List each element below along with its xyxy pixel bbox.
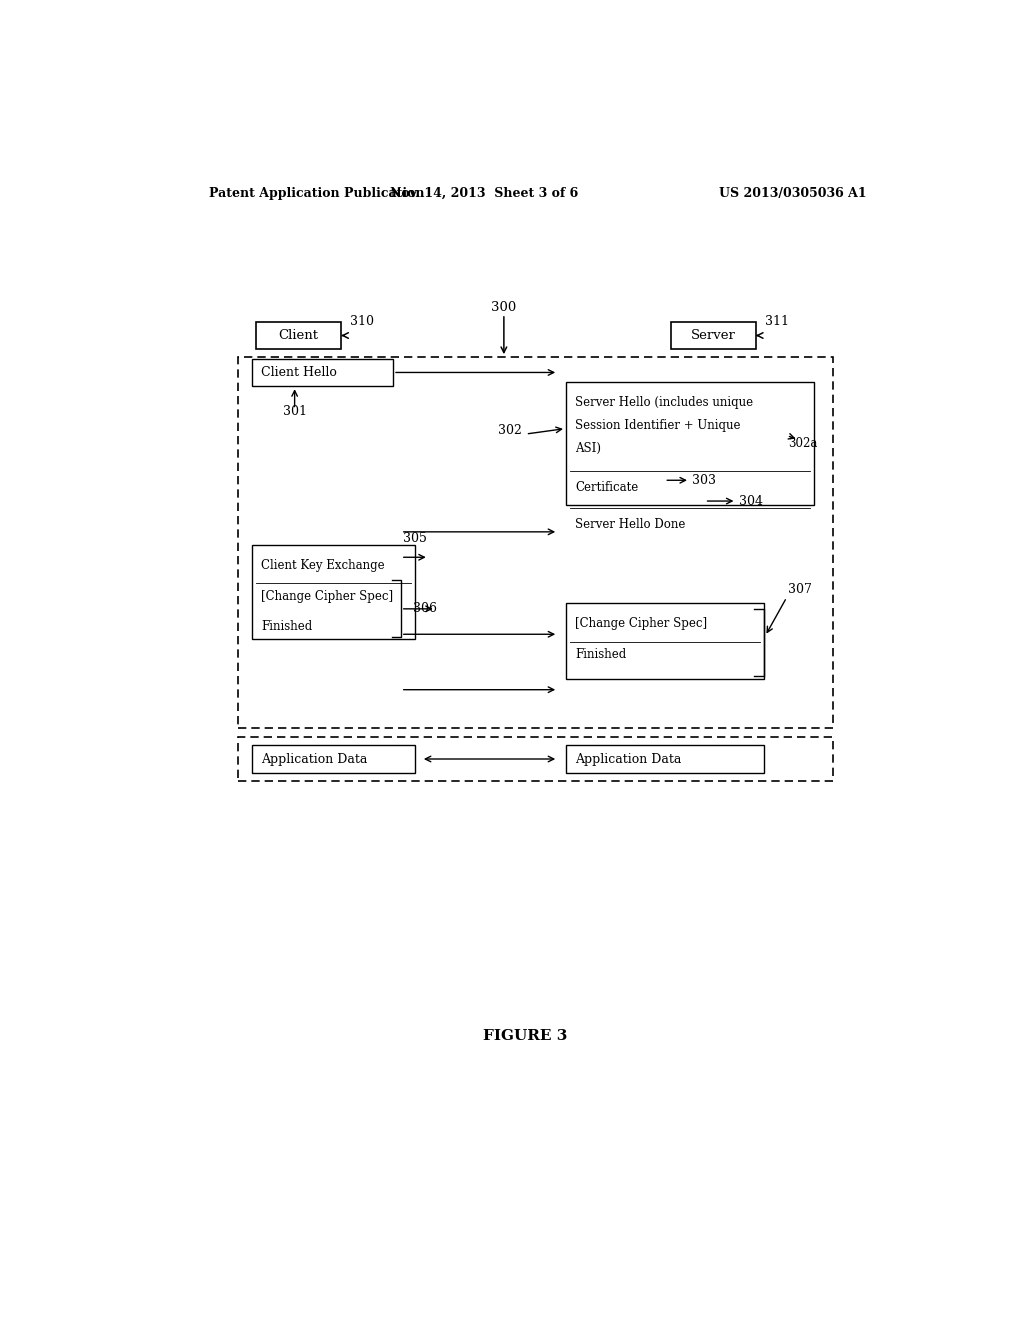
Text: US 2013/0305036 A1: US 2013/0305036 A1: [719, 186, 866, 199]
Text: ASI): ASI): [575, 442, 601, 455]
Text: 304: 304: [738, 495, 763, 508]
FancyBboxPatch shape: [566, 744, 764, 774]
Text: Application Data: Application Data: [575, 752, 682, 766]
Text: FIGURE 3: FIGURE 3: [482, 1030, 567, 1043]
Text: 301: 301: [283, 405, 307, 418]
Text: Finished: Finished: [575, 648, 627, 661]
FancyBboxPatch shape: [252, 545, 415, 639]
Text: Server Hello Done: Server Hello Done: [575, 519, 685, 532]
Text: Server Hello (includes unique: Server Hello (includes unique: [575, 396, 754, 409]
Text: Application Data: Application Data: [261, 752, 368, 766]
Text: Finished: Finished: [261, 620, 312, 634]
FancyBboxPatch shape: [252, 359, 393, 387]
Text: [Change Cipher Spec]: [Change Cipher Spec]: [575, 618, 708, 631]
Text: 302a: 302a: [788, 437, 818, 450]
Text: 302: 302: [498, 425, 521, 437]
Text: 306: 306: [414, 602, 437, 615]
Text: Client Hello: Client Hello: [261, 366, 337, 379]
Text: Client: Client: [279, 329, 318, 342]
Text: Session Identifier + Unique: Session Identifier + Unique: [575, 418, 740, 432]
FancyBboxPatch shape: [566, 381, 814, 506]
Text: 300: 300: [492, 301, 516, 314]
FancyBboxPatch shape: [252, 744, 415, 774]
Text: Nov. 14, 2013  Sheet 3 of 6: Nov. 14, 2013 Sheet 3 of 6: [390, 186, 579, 199]
FancyBboxPatch shape: [256, 322, 341, 350]
Text: 310: 310: [350, 314, 375, 327]
Text: Certificate: Certificate: [575, 482, 638, 495]
Text: 311: 311: [765, 314, 790, 327]
Text: 303: 303: [692, 474, 716, 487]
FancyBboxPatch shape: [671, 322, 756, 350]
FancyBboxPatch shape: [566, 603, 764, 678]
Text: Patent Application Publication: Patent Application Publication: [209, 186, 425, 199]
Text: [Change Cipher Spec]: [Change Cipher Spec]: [261, 590, 393, 603]
Text: Server: Server: [690, 329, 735, 342]
Text: 305: 305: [403, 532, 427, 545]
Text: 307: 307: [788, 582, 812, 595]
Text: Client Key Exchange: Client Key Exchange: [261, 558, 385, 572]
